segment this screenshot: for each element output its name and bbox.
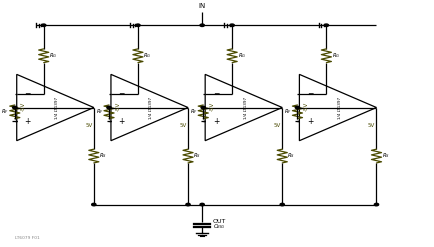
Circle shape — [374, 203, 378, 206]
Text: $R_S$: $R_S$ — [381, 152, 388, 161]
Text: -5V: -5V — [303, 101, 308, 110]
Circle shape — [200, 24, 204, 26]
Text: 1/4 LT1397: 1/4 LT1397 — [243, 97, 247, 119]
Text: $C_{BIG}$: $C_{BIG}$ — [212, 222, 225, 231]
Text: $R_S$: $R_S$ — [99, 152, 107, 161]
Text: 1/4 LT1397: 1/4 LT1397 — [337, 97, 341, 119]
Circle shape — [42, 24, 46, 26]
Text: $R_G$: $R_G$ — [49, 51, 58, 60]
Text: −: − — [212, 89, 219, 98]
Circle shape — [185, 203, 190, 206]
Circle shape — [107, 106, 111, 109]
Text: +: + — [306, 117, 312, 126]
Circle shape — [295, 106, 299, 109]
Text: 5V: 5V — [367, 123, 375, 128]
Text: $R_F$: $R_F$ — [95, 107, 103, 116]
Text: $R_F$: $R_F$ — [283, 107, 291, 116]
Text: LT6079 F01: LT6079 F01 — [15, 236, 40, 240]
Text: OUT: OUT — [212, 219, 226, 224]
Text: $R_S$: $R_S$ — [193, 152, 201, 161]
Text: $R_F$: $R_F$ — [189, 107, 197, 116]
Text: -5V: -5V — [209, 101, 214, 110]
Text: −: − — [306, 89, 312, 98]
Text: 5V: 5V — [85, 123, 92, 128]
Text: 1/4 LT1397: 1/4 LT1397 — [55, 97, 59, 119]
Circle shape — [135, 24, 140, 26]
Circle shape — [200, 203, 204, 206]
Text: $R_F$: $R_F$ — [1, 107, 9, 116]
Circle shape — [201, 106, 205, 109]
Text: 5V: 5V — [273, 123, 280, 128]
Text: $R_S$: $R_S$ — [287, 152, 295, 161]
Circle shape — [279, 203, 284, 206]
Text: -5V: -5V — [115, 101, 120, 110]
Text: +: + — [118, 117, 125, 126]
Text: -5V: -5V — [21, 101, 26, 110]
Text: +: + — [212, 117, 219, 126]
Text: −: − — [24, 89, 31, 98]
Circle shape — [92, 203, 96, 206]
Text: 5V: 5V — [179, 123, 186, 128]
Circle shape — [13, 106, 17, 109]
Text: +: + — [24, 117, 31, 126]
Circle shape — [323, 24, 328, 26]
Text: 1/4 LT1397: 1/4 LT1397 — [149, 97, 153, 119]
Circle shape — [230, 24, 234, 26]
Text: $R_G$: $R_G$ — [143, 51, 151, 60]
Text: IN: IN — [198, 3, 205, 9]
Text: −: − — [118, 89, 125, 98]
Text: $R_G$: $R_G$ — [331, 51, 339, 60]
Text: $R_G$: $R_G$ — [237, 51, 246, 60]
